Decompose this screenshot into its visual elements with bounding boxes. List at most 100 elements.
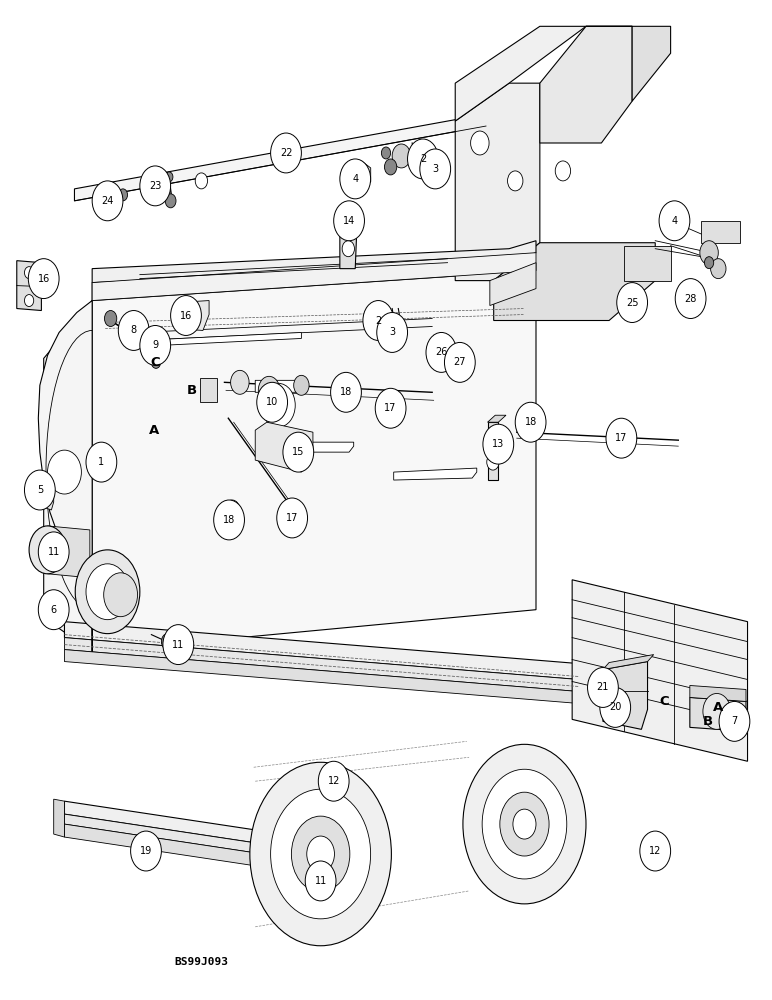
Polygon shape: [625, 246, 671, 281]
Polygon shape: [455, 26, 586, 121]
Circle shape: [151, 356, 161, 368]
Circle shape: [640, 831, 671, 871]
Circle shape: [75, 550, 140, 634]
Text: 17: 17: [286, 513, 298, 523]
Polygon shape: [200, 378, 217, 402]
Text: 8: 8: [130, 325, 137, 335]
Circle shape: [705, 257, 713, 269]
Circle shape: [426, 332, 457, 372]
Circle shape: [165, 172, 173, 182]
Circle shape: [214, 500, 245, 540]
Text: 3: 3: [432, 164, 438, 174]
Circle shape: [25, 470, 56, 510]
Polygon shape: [256, 422, 313, 472]
Circle shape: [118, 189, 127, 201]
Circle shape: [257, 382, 287, 422]
Circle shape: [515, 402, 546, 442]
Circle shape: [408, 139, 438, 179]
Circle shape: [342, 241, 354, 257]
Text: 18: 18: [223, 515, 235, 525]
Text: 9: 9: [152, 340, 158, 350]
Text: 19: 19: [140, 846, 152, 856]
Circle shape: [293, 375, 309, 395]
Circle shape: [271, 133, 301, 173]
Circle shape: [330, 372, 361, 412]
Text: 11: 11: [314, 876, 327, 886]
Circle shape: [710, 259, 726, 279]
Circle shape: [659, 201, 690, 241]
Polygon shape: [92, 271, 536, 652]
Circle shape: [587, 668, 618, 707]
Circle shape: [483, 424, 513, 464]
Circle shape: [381, 147, 391, 159]
Polygon shape: [92, 253, 536, 301]
Polygon shape: [92, 241, 536, 283]
Text: 11: 11: [172, 640, 185, 650]
Polygon shape: [65, 801, 263, 844]
Text: 18: 18: [340, 387, 352, 397]
Circle shape: [262, 383, 295, 427]
Circle shape: [104, 311, 117, 326]
Circle shape: [86, 442, 117, 482]
Circle shape: [271, 789, 371, 919]
Circle shape: [165, 194, 176, 208]
Circle shape: [140, 325, 171, 365]
Text: 17: 17: [615, 433, 628, 443]
Polygon shape: [394, 468, 477, 480]
Circle shape: [259, 376, 279, 404]
Circle shape: [334, 201, 364, 241]
Text: 26: 26: [435, 347, 448, 357]
Polygon shape: [29, 482, 54, 510]
Text: 28: 28: [685, 294, 697, 304]
Circle shape: [340, 159, 371, 199]
Circle shape: [318, 761, 349, 801]
Polygon shape: [92, 253, 536, 301]
Circle shape: [29, 259, 59, 299]
Text: 3: 3: [389, 327, 395, 337]
Polygon shape: [340, 231, 357, 269]
Circle shape: [676, 279, 706, 319]
Polygon shape: [488, 422, 498, 480]
Circle shape: [719, 701, 750, 741]
Circle shape: [420, 149, 451, 189]
Circle shape: [507, 171, 523, 191]
Circle shape: [377, 313, 408, 352]
Circle shape: [499, 792, 549, 856]
Circle shape: [40, 540, 56, 560]
Circle shape: [92, 181, 123, 221]
Text: 12: 12: [327, 776, 340, 786]
Circle shape: [555, 161, 571, 181]
Text: 5: 5: [37, 485, 43, 495]
Circle shape: [140, 166, 171, 206]
Polygon shape: [65, 650, 578, 703]
Polygon shape: [54, 799, 65, 837]
Circle shape: [375, 388, 406, 428]
Text: 16: 16: [180, 311, 192, 321]
Circle shape: [700, 241, 718, 265]
Text: 7: 7: [731, 716, 737, 726]
Polygon shape: [603, 655, 654, 670]
Polygon shape: [702, 221, 740, 243]
Circle shape: [617, 283, 648, 322]
Circle shape: [305, 861, 336, 901]
Text: C: C: [151, 356, 160, 369]
Polygon shape: [65, 824, 263, 867]
Circle shape: [384, 159, 397, 175]
Text: C: C: [659, 695, 669, 708]
Circle shape: [195, 173, 208, 189]
Circle shape: [445, 342, 476, 382]
Circle shape: [363, 301, 394, 340]
Text: 21: 21: [597, 682, 609, 692]
Text: 11: 11: [48, 547, 59, 557]
Circle shape: [526, 420, 541, 440]
Text: 6: 6: [51, 605, 57, 615]
Text: 25: 25: [626, 298, 638, 308]
Circle shape: [463, 744, 586, 904]
Circle shape: [103, 573, 137, 617]
Circle shape: [25, 267, 34, 279]
Polygon shape: [65, 814, 263, 854]
Polygon shape: [17, 261, 42, 311]
Circle shape: [606, 418, 637, 458]
Circle shape: [39, 532, 69, 572]
Polygon shape: [39, 301, 92, 652]
